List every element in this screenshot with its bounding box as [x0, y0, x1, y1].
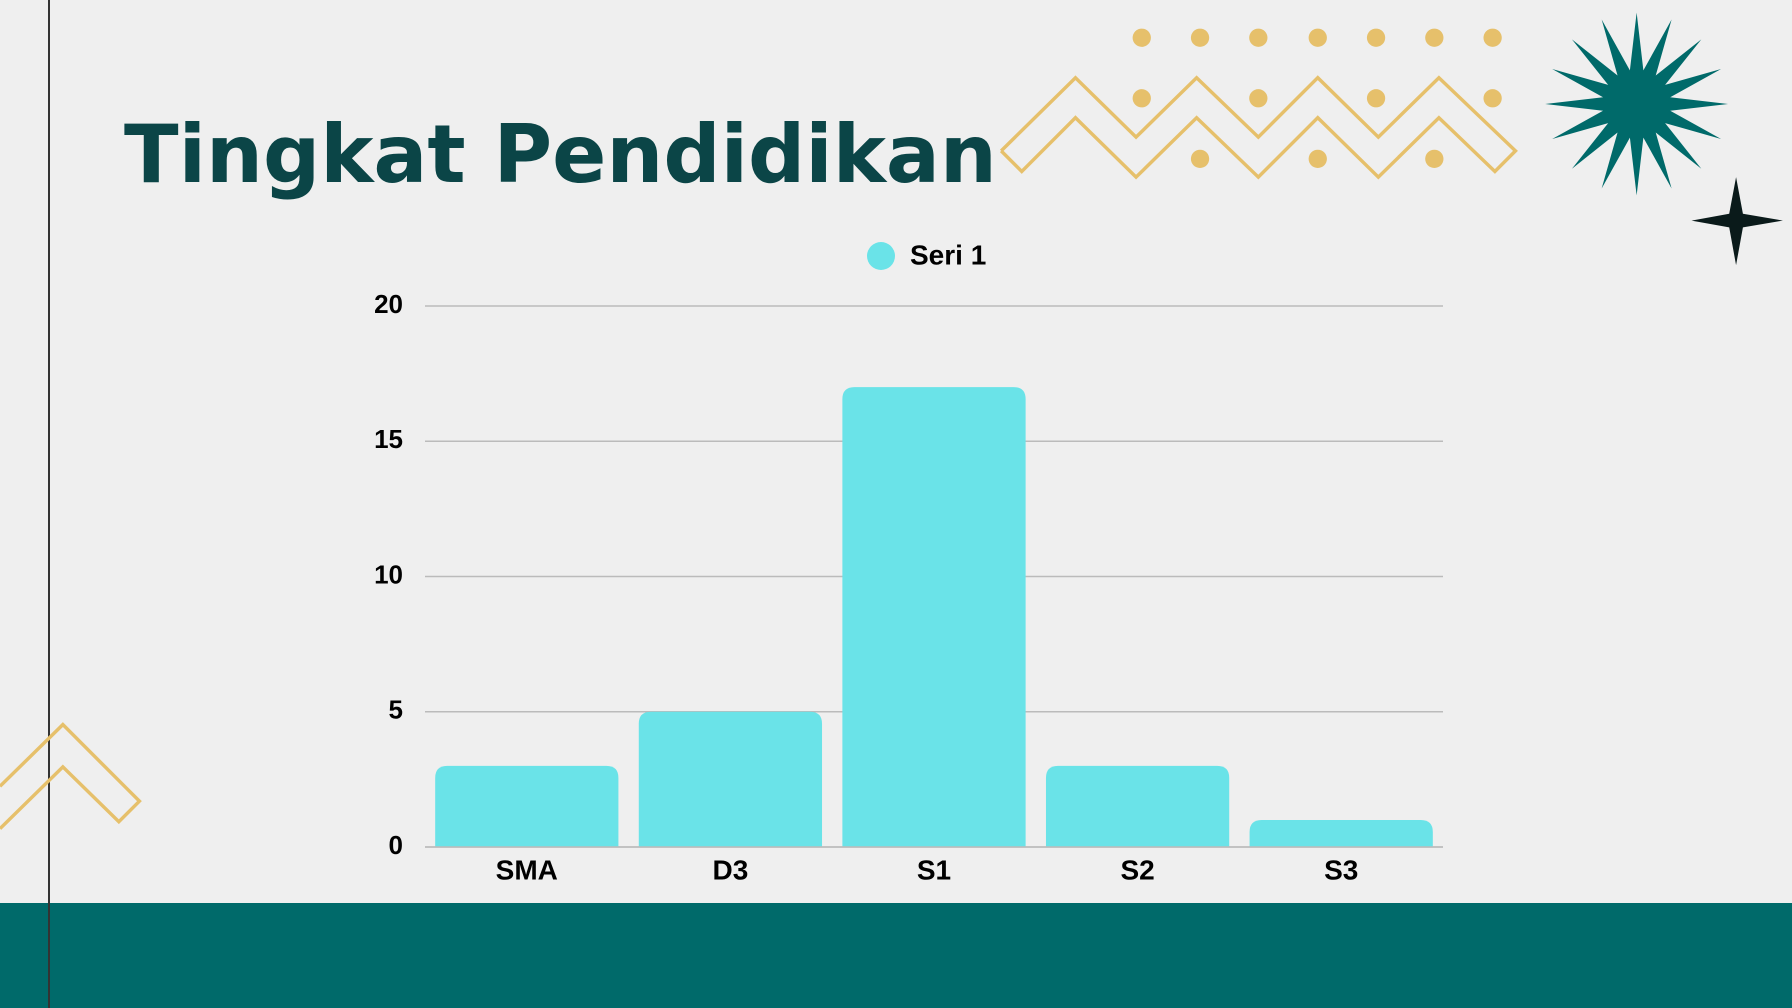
decoration — [0, 12, 1783, 830]
bar — [435, 765, 619, 847]
bar — [1045, 765, 1230, 847]
x-tick-label: SMA — [496, 854, 558, 885]
y-tick-label: 5 — [389, 695, 403, 725]
x-tick-label: D3 — [713, 854, 749, 885]
x-tick-label: S3 — [1324, 854, 1358, 885]
y-tick-label: 10 — [374, 559, 403, 589]
x-tick-label: S1 — [917, 854, 951, 885]
bar — [638, 711, 823, 847]
chart: 0 5 10 15 20 Seri 1 SMA D3 S1 S2 S3 — [374, 239, 1443, 885]
y-tick-label: 0 — [389, 830, 403, 860]
legend-swatch — [867, 242, 895, 270]
y-tick-label: 15 — [374, 424, 403, 454]
bar — [842, 387, 1026, 847]
footer-band — [0, 903, 1792, 1008]
x-tick-label: S2 — [1120, 854, 1154, 885]
bar — [1249, 819, 1433, 847]
chart-title: Tingkat Pendidikan — [124, 108, 997, 201]
legend-label: Seri 1 — [910, 239, 986, 270]
y-tick-label: 20 — [374, 289, 403, 319]
